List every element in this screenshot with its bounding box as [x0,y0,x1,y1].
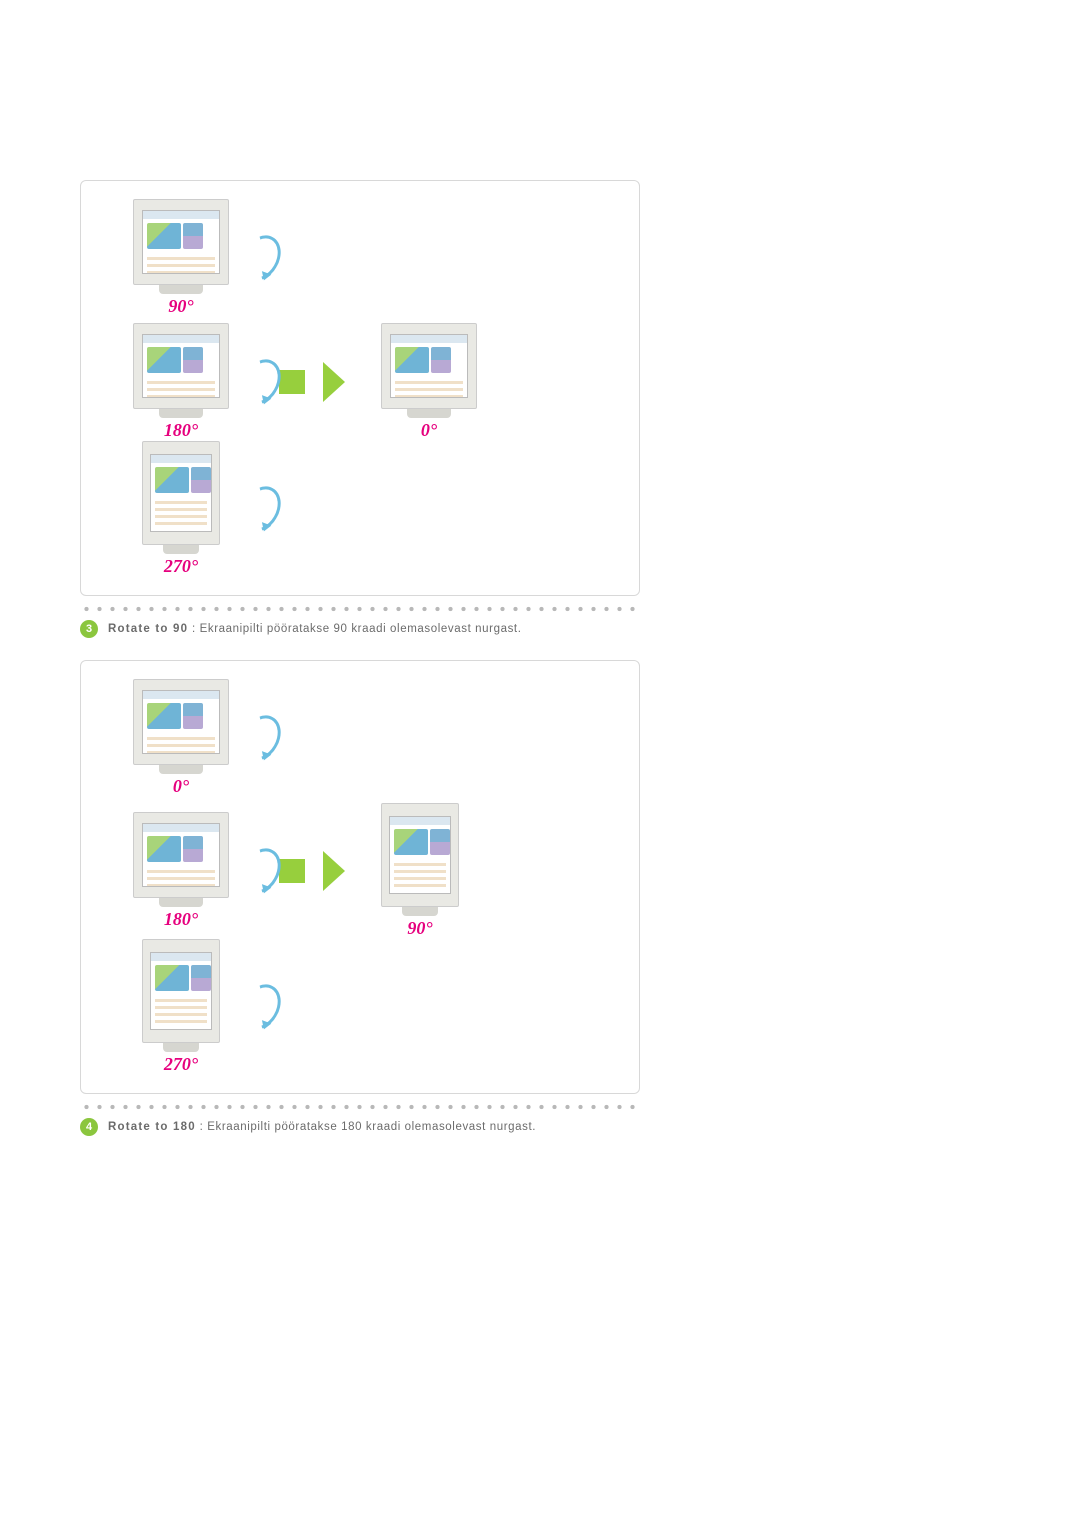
monitor-result: 0° [381,323,477,441]
monitor-source-2: 180° [111,812,251,930]
angle-label: 90° [168,296,193,317]
step-number-badge: 3 [80,620,98,638]
separator-dots [80,606,640,612]
monitor-source-1: 90° [111,199,251,317]
arrow-right-icon [279,362,371,402]
monitor-source-3: 270° [111,441,251,577]
caption-text: Rotate to 180 : Ekraanipilti pööratakse … [108,1121,536,1133]
monitor-source-3: 270° [111,939,251,1075]
monitor-source-1: 0° [111,679,251,797]
angle-label: 90° [407,918,432,939]
monitor-source-2: 180° [111,323,251,441]
angle-label: 180° [164,909,198,930]
separator-dots [80,1104,640,1110]
angle-label: 0° [173,776,189,797]
step-number-badge: 4 [80,1118,98,1136]
angle-label: 270° [164,556,198,577]
caption-row-3: 3 Rotate to 90 : Ekraanipilti pööratakse… [80,620,1000,638]
figure-rotate-180: 0° 180° 90° 270° [80,660,640,1094]
figure-rotate-90: 90° 180° 0° 270° [80,180,640,596]
monitor-result: 90° [381,803,459,939]
arrow-right-icon [279,851,371,891]
caption-text: Rotate to 90 : Ekraanipilti pööratakse 9… [108,623,522,635]
caption-row-4: 4 Rotate to 180 : Ekraanipilti pöörataks… [80,1118,1000,1136]
angle-label: 180° [164,420,198,441]
angle-label: 270° [164,1054,198,1075]
angle-label: 0° [421,420,437,441]
